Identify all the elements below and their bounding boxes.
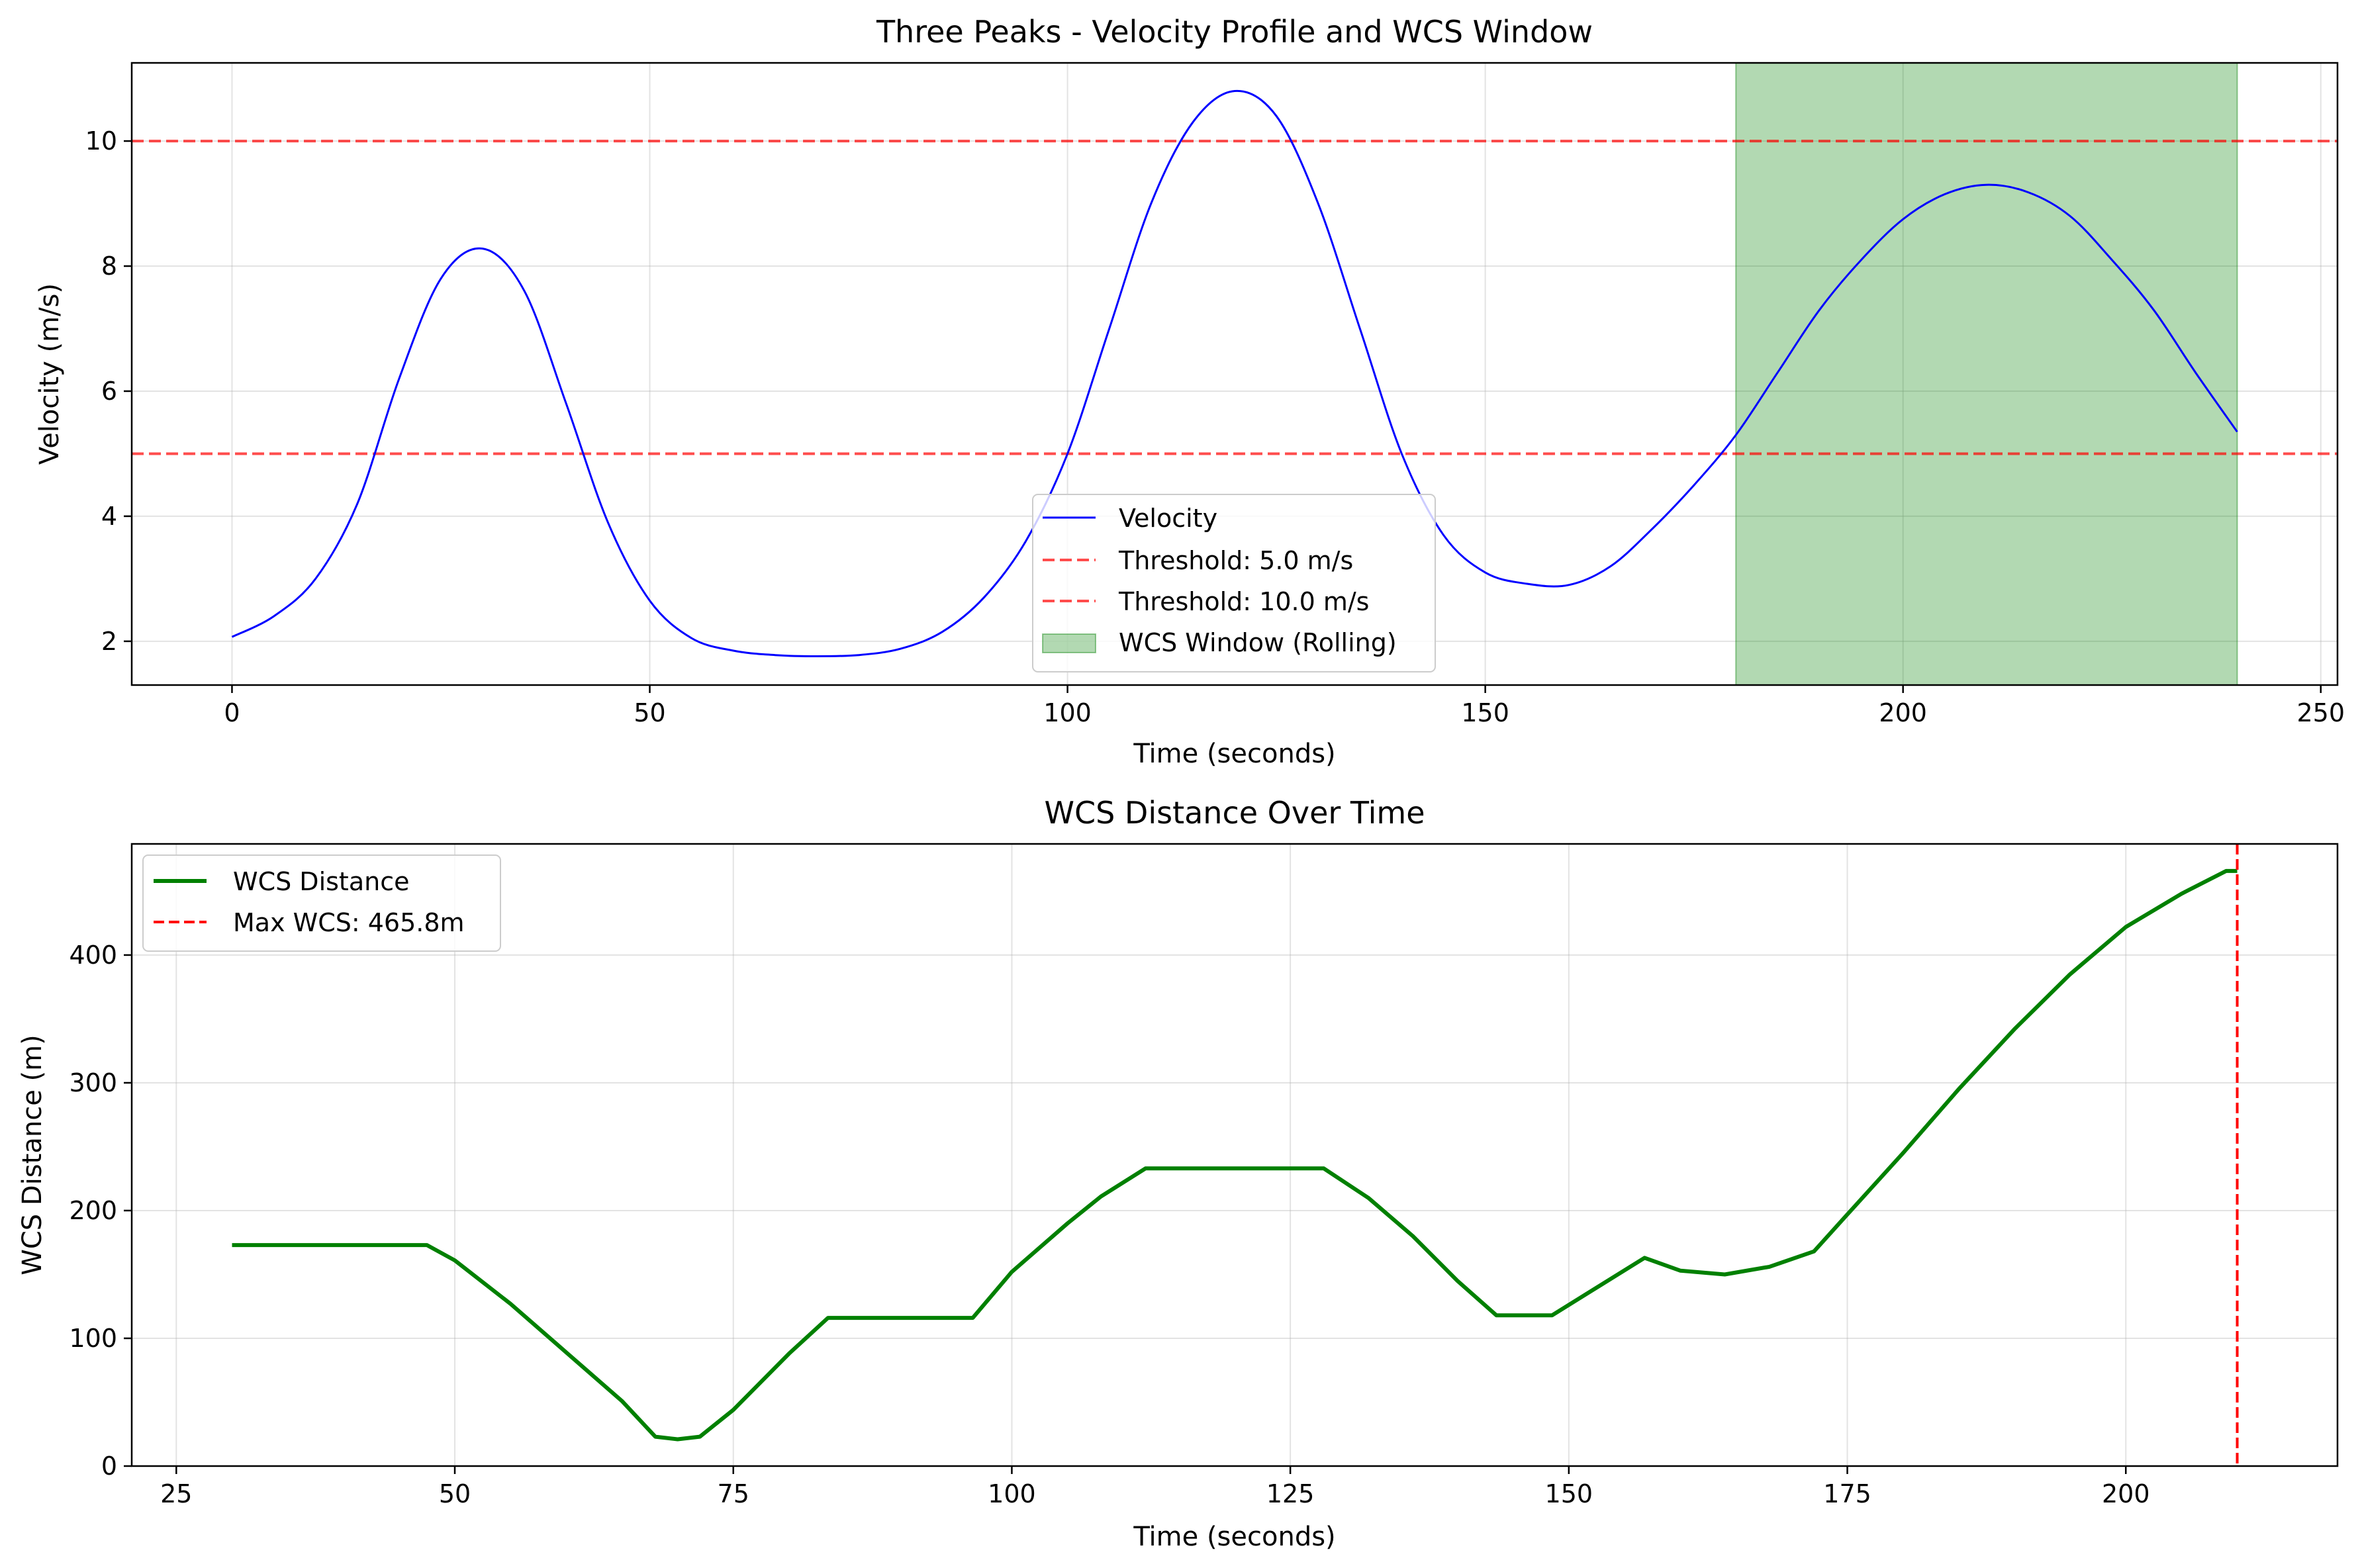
x-tick-label: 125 bbox=[1266, 1479, 1315, 1508]
wcs-distance-y-axis-label: WCS Distance (m) bbox=[17, 1035, 48, 1275]
legend-swatch-wcs-window bbox=[1042, 633, 1096, 653]
x-tick-label: 175 bbox=[1823, 1479, 1871, 1508]
velocity-plot: Three Peaks - Velocity Profile and WCS W… bbox=[34, 14, 2345, 769]
x-tick-label: 50 bbox=[439, 1479, 471, 1508]
wcs-distance-plot: WCS Distance Over Time 25 50 75 100 125 150 17… bbox=[17, 795, 2339, 1552]
legend-item-max-wcs: Max WCS: 465.8m bbox=[154, 908, 465, 937]
legend-label-velocity: Velocity bbox=[1119, 504, 1217, 533]
wcs-window-span bbox=[1735, 62, 2238, 686]
wcs-distance-x-ticks: 25 50 75 100 125 150 175 200 bbox=[160, 1466, 2150, 1508]
legend-item-threshold-10: Threshold: 10.0 m/s bbox=[1043, 587, 1369, 616]
y-tick-label: 8 bbox=[101, 252, 117, 281]
y-tick-label: 6 bbox=[101, 377, 117, 406]
velocity-y-ticks: 2 4 6 8 10 bbox=[85, 126, 132, 656]
x-tick-label: 200 bbox=[1879, 698, 1927, 727]
legend-label-threshold-5: Threshold: 5.0 m/s bbox=[1118, 546, 1353, 575]
y-tick-label: 4 bbox=[101, 502, 117, 531]
velocity-plot-title: Three Peaks - Velocity Profile and WCS W… bbox=[876, 14, 1593, 50]
y-tick-label: 10 bbox=[85, 126, 117, 156]
legend-item-wcs-window: WCS Window (Rolling) bbox=[1042, 628, 1397, 657]
wcs-distance-x-axis-label: Time (seconds) bbox=[1133, 1522, 1335, 1552]
x-tick-label: 200 bbox=[2102, 1479, 2150, 1508]
y-tick-label: 300 bbox=[69, 1068, 117, 1097]
legend-label-wcs-window: WCS Window (Rolling) bbox=[1119, 628, 1397, 657]
x-tick-label: 75 bbox=[718, 1479, 749, 1508]
legend-item-threshold-5: Threshold: 5.0 m/s bbox=[1043, 546, 1353, 575]
wcs-distance-legend-frame bbox=[142, 854, 501, 952]
velocity-spans bbox=[1735, 62, 2238, 686]
velocity-series bbox=[231, 89, 2238, 658]
velocity-thresholds bbox=[132, 140, 2337, 455]
y-tick-label: 100 bbox=[69, 1324, 117, 1353]
x-tick-label: 150 bbox=[1461, 698, 1509, 727]
legend-item-velocity: Velocity bbox=[1043, 504, 1217, 533]
legend-item-wcs-distance: WCS Distance bbox=[154, 867, 409, 896]
wcs-distance-plot-title: WCS Distance Over Time bbox=[1044, 795, 1425, 831]
y-tick-label: 400 bbox=[69, 941, 117, 970]
y-tick-label: 0 bbox=[101, 1452, 117, 1481]
x-tick-label: 100 bbox=[988, 1479, 1036, 1508]
y-tick-label: 200 bbox=[69, 1196, 117, 1225]
legend-label-wcs-distance: WCS Distance bbox=[233, 867, 409, 896]
x-tick-label: 50 bbox=[634, 698, 665, 727]
wcs-distance-plot-frame bbox=[130, 843, 2339, 1467]
y-tick-label: 2 bbox=[101, 627, 117, 656]
x-tick-label: 150 bbox=[1545, 1479, 1593, 1508]
velocity-x-ticks: 0 50 100 150 200 250 bbox=[224, 685, 2345, 727]
x-tick-label: 100 bbox=[1043, 698, 1092, 727]
legend-label-threshold-10: Threshold: 10.0 m/s bbox=[1118, 587, 1369, 616]
wcs-distance-series bbox=[232, 868, 2238, 1442]
wcs-distance-y-ticks: 0 100 200 300 400 bbox=[69, 941, 132, 1481]
wcs-distance-legend: WCS Distance Max WCS: 465.8m bbox=[142, 854, 501, 952]
wcs-distance-line bbox=[232, 868, 2238, 1442]
velocity-x-axis-label: Time (seconds) bbox=[1133, 739, 1335, 769]
velocity-legend: Velocity Threshold: 5.0 m/s Threshold: 1… bbox=[1032, 494, 1436, 672]
velocity-line bbox=[231, 89, 2238, 658]
velocity-legend-frame bbox=[1032, 494, 1436, 672]
x-tick-label: 25 bbox=[160, 1479, 192, 1508]
velocity-y-axis-label: Velocity (m/s) bbox=[34, 283, 65, 465]
x-tick-label: 250 bbox=[2296, 698, 2345, 727]
legend-label-max-wcs: Max WCS: 465.8m bbox=[233, 908, 465, 937]
x-tick-label: 0 bbox=[224, 698, 240, 727]
velocity-plot-frame bbox=[130, 62, 2339, 686]
